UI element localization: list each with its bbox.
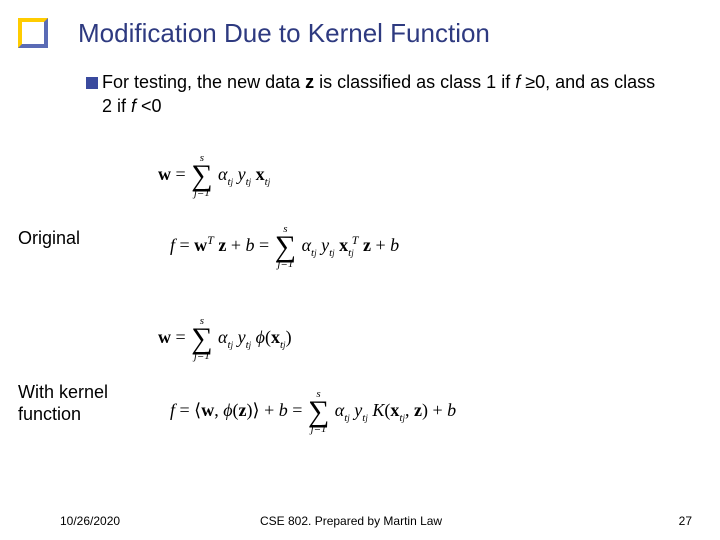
corner-accent-box <box>18 18 48 48</box>
f1-z: z <box>218 235 226 255</box>
body-mid1: is classified as class 1 if <box>314 72 515 92</box>
f1-supT: T <box>207 233 214 247</box>
w1-y: y <box>238 164 246 184</box>
f1-alpha-sub: tj <box>311 247 317 259</box>
formula-f-kernel: f = ⟨w, ϕ(z)⟩ + b = s ∑ j=1 αtj ytj K(xt… <box>170 389 456 435</box>
f1-plus-b2: + b <box>375 235 399 255</box>
f1-lhs: f <box>170 235 175 255</box>
sigma-icon: ∑ <box>275 235 296 259</box>
f1-x-sub: tj <box>348 247 354 259</box>
footer-date: 10/26/2020 <box>60 514 120 528</box>
f1-alpha: α <box>302 235 311 255</box>
sigma-icon: ∑ <box>191 327 212 351</box>
body-z: z <box>305 72 314 92</box>
w1-alpha-sub: tj <box>228 176 234 188</box>
f2-z: z <box>239 400 247 420</box>
f1-sum: s ∑ j=1 <box>275 224 296 270</box>
w1-alpha: α <box>218 164 227 184</box>
f2-phi: ϕ <box>223 400 232 420</box>
f2-x-sub: tj <box>399 412 405 424</box>
f2-lhs: f <box>170 400 175 420</box>
w2-alpha: α <box>218 327 227 347</box>
f2-plusb: + b = <box>264 400 307 420</box>
w2-phi: ϕ <box>256 327 265 347</box>
w2-lhs: w <box>158 327 171 347</box>
f1-z2: z <box>363 235 371 255</box>
f2-sum: s ∑ j=1 <box>308 389 329 435</box>
w1-x: x <box>256 164 265 184</box>
f1-plusb: + b = <box>231 235 274 255</box>
body-f1: f <box>515 72 525 92</box>
body-paragraph: For testing, the new data z is classifie… <box>102 70 662 119</box>
w2-y: y <box>238 327 246 347</box>
body-prefix: For testing, the new data <box>102 72 305 92</box>
w2-alpha-sub: tj <box>228 339 234 351</box>
w2-eq: = <box>176 327 191 347</box>
body-lt: <0 <box>141 96 162 116</box>
sigma-icon: ∑ <box>191 164 212 188</box>
body-f2: f <box>131 96 141 116</box>
w2-y-sub: tj <box>246 339 252 351</box>
bullet-square <box>86 77 98 89</box>
page-title: Modification Due to Kernel Function <box>78 18 490 49</box>
footer-course: CSE 802. Prepared by Martin Law <box>260 514 442 528</box>
w1-sum-bot: j=1 <box>191 188 212 199</box>
w1-y-sub: tj <box>246 176 252 188</box>
w1-lhs: w <box>158 164 171 184</box>
formula-w-original: w = s ∑ j=1 αtj ytj xtj <box>158 153 270 199</box>
w1-x-sub: tj <box>265 176 271 188</box>
f2-w: w <box>201 400 214 420</box>
f2-plus-b2: + b <box>432 400 456 420</box>
formula-w-kernel: w = s ∑ j=1 αtj ytj ϕ(xtj) <box>158 316 292 362</box>
f2-K: K <box>372 400 384 420</box>
label-function: function <box>18 404 81 425</box>
f2-y-sub: tj <box>362 412 368 424</box>
f2-alpha: α <box>335 400 344 420</box>
f1-y: y <box>321 235 329 255</box>
f1-x-supT: T <box>352 233 359 247</box>
f2-z2: z <box>414 400 422 420</box>
f2-comma: , <box>214 400 223 420</box>
label-original: Original <box>18 228 80 249</box>
f1-y-sub: tj <box>329 247 335 259</box>
w2-sum-bot: j=1 <box>191 351 212 362</box>
sigma-icon: ∑ <box>308 400 329 424</box>
f2-eq1: = ⟨ <box>180 400 202 420</box>
f2-sum-bot: j=1 <box>308 424 329 435</box>
w2-x-sub: tj <box>280 339 286 351</box>
f1-eq1: = <box>180 235 195 255</box>
w2-sum: s ∑ j=1 <box>191 316 212 362</box>
w1-eq: = <box>176 164 191 184</box>
w2-x: x <box>271 327 280 347</box>
f1-sum-bot: j=1 <box>275 259 296 270</box>
f1-w: w <box>194 235 207 255</box>
w1-sum: s ∑ j=1 <box>191 153 212 199</box>
label-with-kernel: With kernel <box>18 382 108 403</box>
f1-x: x <box>339 235 348 255</box>
footer-page-number: 27 <box>679 514 692 528</box>
f2-alpha-sub: tj <box>344 412 350 424</box>
formula-f-original: f = wT z + b = s ∑ j=1 αtj ytj xtjT z + … <box>170 224 399 270</box>
